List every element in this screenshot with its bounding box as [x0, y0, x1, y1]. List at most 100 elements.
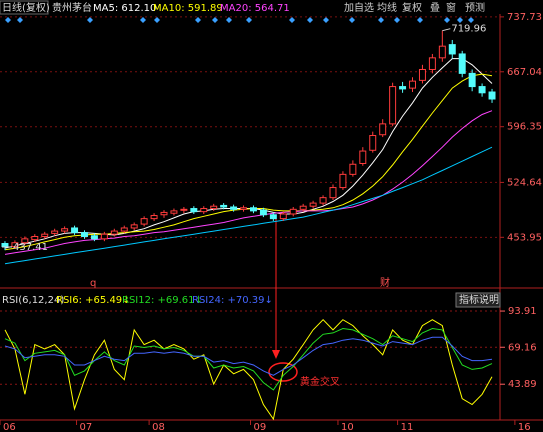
candle-body	[428, 57, 436, 70]
x-tick-label: 09	[253, 422, 266, 432]
event-marker[interactable]	[140, 17, 146, 23]
candle-body	[329, 187, 337, 199]
y-tick-label: 453.95	[507, 232, 542, 243]
event-marker[interactable]	[444, 17, 450, 23]
candle-body	[369, 135, 377, 151]
arrow-head	[272, 350, 280, 359]
x-tick-label: 06	[3, 422, 16, 432]
indicator-button[interactable]	[455, 292, 501, 308]
event-marker[interactable]	[17, 17, 23, 23]
candle-body	[170, 210, 178, 214]
rsi-title: RSI(6,12,24)	[2, 295, 64, 306]
candle-body	[110, 230, 118, 235]
candle-body	[90, 235, 98, 240]
candle-body	[319, 197, 327, 204]
event-marker[interactable]	[378, 17, 384, 23]
toolbar-button[interactable]: 加自选	[344, 1, 374, 14]
low-label: 437.41	[13, 242, 48, 253]
candle-body	[488, 91, 496, 100]
legend-entry: MA20: 564.71	[220, 3, 290, 14]
event-marker[interactable]	[394, 17, 400, 23]
rsi-line	[4, 336, 493, 376]
y-tick-label: 69.16	[508, 342, 537, 353]
indicator-button-label[interactable]: 指标说明	[459, 293, 499, 306]
period: 日线(复权)	[2, 1, 50, 14]
x-tick-label: 11	[401, 422, 414, 432]
high-pointer	[442, 28, 451, 32]
candle-body	[190, 208, 198, 213]
candle-body	[130, 224, 138, 229]
event-marker[interactable]	[87, 17, 93, 23]
golden-cross-note: 黄金交叉	[300, 375, 340, 388]
candle-body	[438, 45, 446, 59]
legend-entry: RSI6: +65.49↓	[56, 295, 131, 306]
candle-body	[279, 213, 287, 220]
y-tick-label: 596.35	[507, 122, 542, 133]
candle-body	[11, 242, 19, 248]
candle-body	[150, 215, 158, 220]
candle-body	[399, 86, 407, 90]
legend-entry: MA5: 612.10	[93, 3, 156, 14]
candle-body	[478, 86, 486, 94]
candle-body	[41, 233, 49, 238]
candle-body	[409, 80, 416, 89]
y-tick-label: 93.91	[508, 306, 537, 317]
candle-body	[81, 232, 88, 238]
x-tick-label: 08	[152, 422, 165, 432]
candle-body	[210, 205, 218, 210]
event-marker[interactable]	[349, 17, 355, 23]
x-tick-label: 16	[518, 422, 531, 432]
candle-body	[51, 230, 59, 234]
period-box	[0, 0, 49, 15]
y-tick-label: 667.04	[507, 67, 542, 78]
y-tick-label: 43.89	[508, 379, 537, 390]
toolbar-button[interactable]: 窗	[446, 1, 456, 14]
event-marker[interactable]	[417, 17, 423, 23]
high-label: 719.96	[451, 24, 486, 35]
ma-line	[4, 146, 493, 265]
event-marker[interactable]	[457, 17, 463, 23]
toolbar-button[interactable]: 叠	[430, 2, 440, 14]
event-marker[interactable]	[195, 17, 201, 23]
event-marker[interactable]	[5, 17, 11, 23]
toolbar-button[interactable]: 均线	[377, 1, 397, 14]
candle-body	[200, 208, 208, 213]
candle-body	[100, 233, 108, 240]
toolbar-button[interactable]: 预测	[465, 1, 485, 14]
candle-body	[418, 68, 426, 81]
event-marker[interactable]	[468, 17, 474, 23]
y-tick-label: 737.73	[507, 12, 542, 23]
event-marker[interactable]	[289, 17, 295, 23]
event-label: q	[90, 278, 96, 289]
candle-body	[379, 123, 387, 136]
candle-body	[309, 202, 317, 207]
cross-circle	[268, 362, 298, 382]
candle-body	[120, 227, 128, 232]
candle-body	[21, 238, 29, 244]
toolbar-button[interactable]: 复权	[402, 1, 422, 14]
ma-line	[4, 110, 493, 255]
event-marker[interactable]	[323, 17, 329, 23]
candle-body	[299, 205, 307, 210]
candle-body	[259, 209, 267, 216]
candle-body	[230, 206, 238, 210]
event-label: 财	[380, 276, 390, 289]
candle-body	[140, 218, 148, 225]
legend-entry: RSI12: +69.61↓	[122, 295, 203, 306]
legend-entry: MA10: 591.89	[153, 3, 223, 14]
candle-body	[269, 214, 277, 220]
candle-body	[180, 208, 188, 211]
event-marker[interactable]	[307, 17, 313, 23]
candle-body	[160, 211, 168, 216]
event-marker[interactable]	[226, 17, 232, 23]
event-marker[interactable]	[246, 17, 252, 23]
candle-body	[1, 242, 9, 248]
candle-body	[458, 53, 466, 74]
candle-body	[289, 208, 297, 215]
candle-body	[389, 86, 397, 125]
candle-body	[249, 207, 257, 212]
event-marker[interactable]	[212, 17, 218, 23]
candle-body	[349, 163, 357, 175]
event-marker[interactable]	[154, 17, 160, 23]
